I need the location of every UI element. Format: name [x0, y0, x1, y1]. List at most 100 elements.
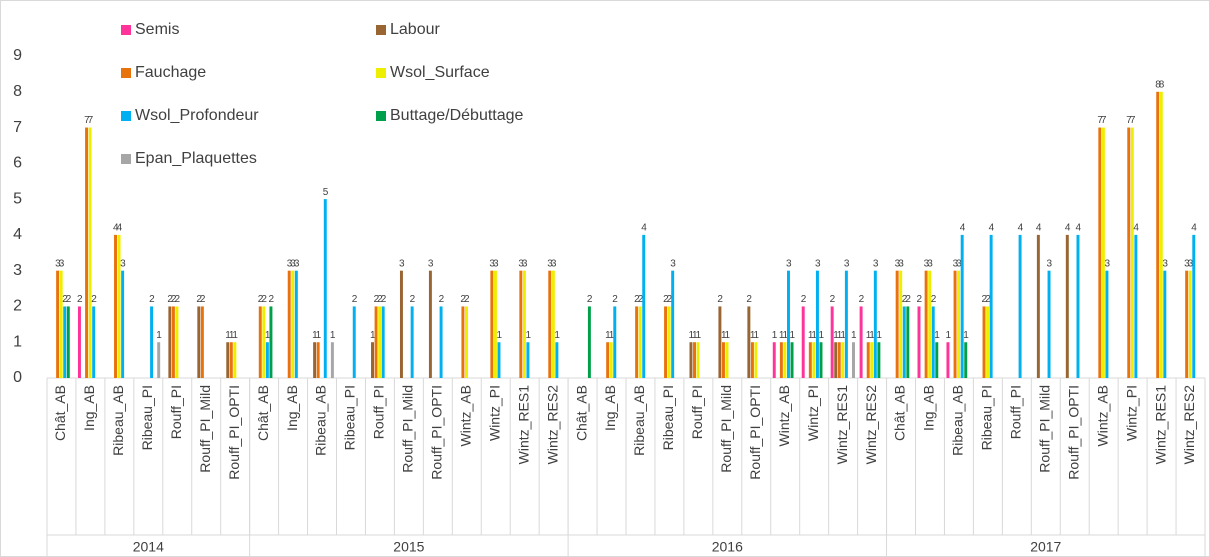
bar	[1127, 127, 1131, 378]
value-label: 3	[1104, 258, 1110, 269]
value-label: 2	[663, 294, 669, 305]
value-label: 3	[493, 258, 499, 269]
x-tick-label: Chât_AB	[573, 385, 589, 441]
bar	[917, 306, 921, 378]
value-label: 1	[934, 330, 940, 341]
y-tick-label: 9	[13, 47, 22, 64]
bar	[844, 270, 848, 378]
bar	[989, 234, 993, 378]
bar	[1076, 234, 1080, 378]
x-tick-label: Ing_AB	[284, 385, 300, 431]
bar	[689, 342, 693, 378]
value-label: 2	[167, 294, 173, 305]
bar	[265, 342, 269, 378]
value-label: 1	[811, 330, 817, 341]
group-label: 2017	[1030, 539, 1061, 555]
bar	[837, 342, 841, 378]
value-label: 2	[261, 294, 267, 305]
value-label: 1	[265, 330, 271, 341]
bar	[526, 342, 530, 378]
x-tick-label: Rouff_PI_OPTI	[747, 385, 763, 480]
y-tick-label: 2	[13, 298, 22, 315]
bar	[895, 270, 899, 378]
x-tick-label: Ribeau_AB	[313, 385, 329, 456]
value-label: 2	[66, 294, 72, 305]
value-label: 3	[927, 258, 933, 269]
bar	[750, 342, 754, 378]
value-label: 3	[120, 258, 126, 269]
x-tick-label: Rouff_PI	[168, 385, 184, 439]
value-label: 1	[370, 330, 376, 341]
value-label: 2	[374, 294, 380, 305]
value-label: 1	[779, 330, 785, 341]
value-label: 1	[696, 330, 702, 341]
x-tick-label: Rouff_PI_OPTI	[226, 385, 242, 480]
bar	[1163, 270, 1167, 378]
x-tick-label: Wintz_PI	[486, 385, 502, 441]
x-tick-label: Rouff_PI_Mild	[400, 385, 416, 473]
value-label: 3	[428, 258, 434, 269]
bar	[313, 342, 317, 378]
value-label: 1	[772, 330, 778, 341]
x-tick-label: Chât_AB	[52, 385, 68, 441]
bar	[262, 306, 266, 378]
value-label: 4	[1018, 223, 1024, 234]
value-label: 4	[1133, 223, 1139, 234]
value-label: 1	[837, 330, 843, 341]
group-label: 2014	[133, 539, 164, 555]
x-tick-label: Ribeau_AB	[950, 385, 966, 456]
bar	[787, 270, 790, 378]
bar	[808, 342, 812, 378]
bar	[439, 306, 443, 378]
bar	[931, 306, 935, 378]
value-label: 2	[171, 294, 177, 305]
bar	[77, 306, 81, 378]
value-label: 2	[77, 294, 83, 305]
value-label: 3	[518, 258, 524, 269]
legend-swatch	[121, 68, 131, 78]
bar	[935, 342, 939, 378]
bar	[790, 342, 794, 378]
bar	[613, 306, 617, 378]
value-label: 1	[609, 330, 615, 341]
value-label: 2	[258, 294, 264, 305]
bar	[258, 306, 262, 378]
x-tick-label: Rouff_PI	[1008, 385, 1024, 439]
value-label: 1	[963, 330, 969, 341]
bar	[330, 342, 334, 378]
bar	[779, 342, 783, 378]
legend-swatch	[376, 68, 386, 78]
value-label: 1	[750, 330, 756, 341]
x-tick-label: Ing_AB	[602, 385, 618, 431]
value-label: 3	[924, 258, 930, 269]
value-label: 2	[62, 294, 68, 305]
bar	[877, 342, 881, 378]
bar	[121, 270, 125, 378]
x-tick-label: Rouff_PI_OPTI	[1065, 385, 1081, 480]
bar	[200, 306, 204, 378]
value-label: 3	[294, 258, 300, 269]
bar	[399, 270, 403, 378]
bar	[924, 270, 928, 378]
bar	[693, 342, 696, 378]
x-tick-label: Ribeau_PI	[660, 385, 676, 450]
y-tick-label: 6	[13, 155, 22, 172]
bar	[696, 342, 700, 378]
value-label: 8	[1155, 79, 1161, 90]
legend-label: Epan_Plaquettes	[135, 150, 257, 167]
value-label: 3	[1047, 258, 1053, 269]
value-label: 3	[956, 258, 962, 269]
value-label: 3	[489, 258, 495, 269]
bar	[830, 306, 834, 378]
value-label: 4	[1065, 223, 1071, 234]
value-label: 2	[801, 294, 807, 305]
value-label: 2	[352, 294, 358, 305]
value-label: 3	[898, 258, 904, 269]
value-label: 1	[782, 330, 788, 341]
value-label: 3	[551, 258, 557, 269]
value-label: 1	[725, 330, 731, 341]
value-label: 1	[605, 330, 611, 341]
value-label: 4	[641, 223, 647, 234]
value-label: 1	[692, 330, 698, 341]
